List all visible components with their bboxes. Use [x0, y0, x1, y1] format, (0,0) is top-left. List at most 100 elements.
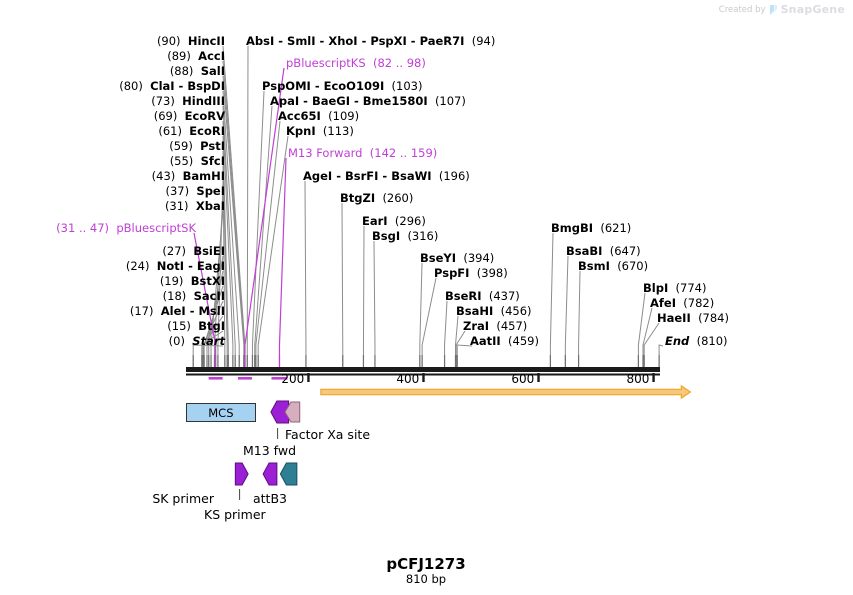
- enzyme-name[interactable]: PstI: [200, 139, 225, 153]
- enzyme-name[interactable]: AfeI: [650, 296, 676, 310]
- enzyme-name[interactable]: BseYI: [420, 251, 457, 265]
- enzyme-name[interactable]: AgeI: [303, 169, 333, 183]
- enzyme-label-right: BsaHI (456): [456, 305, 532, 318]
- ruler-tick-label: 400: [396, 372, 420, 386]
- enzyme-name[interactable]: Bme1580I: [362, 94, 428, 108]
- enzyme-name[interactable]: BaeGI: [311, 94, 350, 108]
- enzyme-name[interactable]: BmgBI: [551, 221, 594, 235]
- enzyme-name[interactable]: BtgZI: [340, 191, 376, 205]
- enzyme-name[interactable]: BlpI: [643, 281, 669, 295]
- restriction-site-tick: [278, 355, 281, 367]
- enzyme-position: (43): [151, 169, 176, 183]
- leader-line: [564, 255, 569, 366]
- enzyme-name[interactable]: XhoI: [328, 34, 358, 48]
- enzyme-name[interactable]: BsgI: [372, 229, 401, 243]
- enzyme-name[interactable]: SfcI: [200, 154, 225, 168]
- restriction-site-tick: [232, 355, 234, 367]
- snapgene-watermark: Created by SnapGene: [719, 3, 845, 16]
- enzyme-position: (457): [496, 319, 528, 333]
- enzyme-name[interactable]: SalI: [200, 64, 225, 78]
- sk-primer-arrow[interactable]: [234, 462, 249, 486]
- enzyme-name[interactable]: EarI: [362, 214, 388, 228]
- enzyme-name[interactable]: BsaBI: [566, 244, 603, 258]
- enzyme-name[interactable]: KpnI: [286, 124, 316, 138]
- restriction-site-tick: [362, 355, 365, 367]
- enzyme-name[interactable]: BsiEI: [193, 244, 225, 258]
- enzyme-name[interactable]: PspOMI: [262, 79, 311, 93]
- enzyme-label-left: (19) BstXI: [160, 275, 225, 288]
- enzyme-name[interactable]: PaeR7I: [419, 34, 465, 48]
- enzyme-name[interactable]: HindIII: [182, 94, 225, 108]
- ks-primer-arrow[interactable]: [262, 462, 278, 486]
- plasmid-title: pCFJ1273: [386, 555, 466, 573]
- sequence-ruler-group: [186, 355, 660, 382]
- enzyme-name[interactable]: BsaWI: [391, 169, 432, 183]
- enzyme-position: (17): [129, 304, 154, 318]
- enzyme-name-separator: -: [274, 34, 288, 48]
- enzyme-name[interactable]: Acc65I: [278, 109, 321, 123]
- feature-name: pBluescriptSK: [116, 221, 196, 235]
- enzyme-label-left: (43) BamHI: [152, 170, 225, 183]
- enzyme-name[interactable]: BamHI: [182, 169, 225, 183]
- end-label: End (810): [665, 335, 728, 348]
- enzyme-name[interactable]: EcoRV: [184, 109, 225, 123]
- enzyme-name[interactable]: BtgI: [198, 319, 225, 333]
- factor-xa-arrow[interactable]: [284, 401, 301, 423]
- enzyme-name[interactable]: HaeII: [657, 311, 691, 325]
- enzyme-position: (296): [394, 214, 426, 228]
- enzyme-name-separator: -: [378, 169, 392, 183]
- enzyme-name[interactable]: SmlI: [287, 34, 316, 48]
- enzyme-name[interactable]: EagI: [196, 259, 225, 273]
- enzyme-name-separator: -: [310, 79, 324, 93]
- enzyme-name[interactable]: BspDI: [187, 79, 225, 93]
- restriction-site-tick: [246, 355, 248, 367]
- restriction-site-tick: [419, 355, 421, 367]
- enzyme-name[interactable]: EcoO109I: [323, 79, 385, 93]
- enzyme-name[interactable]: MslI: [198, 304, 225, 318]
- enzyme-name[interactable]: BsrFI: [345, 169, 379, 183]
- enzyme-name[interactable]: SpeI: [196, 184, 225, 198]
- factor-xa-site-label: Factor Xa site: [285, 427, 371, 442]
- enzyme-name[interactable]: NotI: [156, 259, 185, 273]
- feature-extent-mark: [208, 377, 223, 380]
- restriction-site-tick: [643, 355, 645, 367]
- enzyme-name[interactable]: EcoRI: [189, 124, 225, 138]
- restriction-site-tick: [642, 355, 644, 367]
- m13-fwd-arrow[interactable]: [270, 400, 290, 424]
- enzyme-name[interactable]: AbsI: [246, 34, 275, 48]
- enzyme-name[interactable]: BseRI: [445, 289, 482, 303]
- enzyme-label-left: (15) BtgI: [167, 320, 225, 333]
- enzyme-name[interactable]: BsmI: [578, 259, 610, 273]
- enzyme-name[interactable]: BstXI: [190, 274, 225, 288]
- mcs-feature-box[interactable]: MCS: [186, 403, 256, 422]
- enzyme-name[interactable]: AatII: [470, 334, 501, 348]
- ruler-tick: [307, 373, 310, 382]
- feature-label-right[interactable]: pBluescriptKS (82 .. 98): [286, 57, 426, 70]
- leader-line: [304, 180, 307, 366]
- feature-label-right[interactable]: M13 Forward (142 .. 159): [288, 147, 437, 160]
- watermark-prefix: Created by: [718, 4, 766, 15]
- enzyme-name[interactable]: AccI: [198, 49, 225, 63]
- restriction-site-tick: [244, 355, 246, 367]
- leader-line: [362, 225, 365, 366]
- attb3-arrow[interactable]: [279, 462, 298, 486]
- factor-xa-connector: [277, 428, 279, 439]
- feature-label-left[interactable]: (31 .. 47) pBluescriptSK: [56, 222, 196, 235]
- enzyme-name[interactable]: ClaI: [150, 79, 175, 93]
- restriction-site-tick: [255, 355, 257, 367]
- restriction-site-tick: [202, 355, 204, 367]
- enzyme-name[interactable]: PspXI: [370, 34, 407, 48]
- orf-arrow[interactable]: [320, 384, 692, 400]
- enzyme-name[interactable]: ZraI: [463, 319, 490, 333]
- enzyme-name-separator: -: [184, 259, 197, 273]
- enzyme-position: (88): [169, 64, 194, 78]
- enzyme-name[interactable]: BsaHI: [456, 304, 494, 318]
- enzyme-position: (456): [500, 304, 532, 318]
- enzyme-name[interactable]: AleI: [160, 304, 186, 318]
- start-label: (0) Start: [169, 335, 225, 348]
- enzyme-name[interactable]: PspFI: [434, 266, 470, 280]
- enzyme-name[interactable]: XbaI: [195, 199, 225, 213]
- enzyme-name[interactable]: SacII: [193, 289, 225, 303]
- enzyme-name[interactable]: ApaI: [270, 94, 300, 108]
- enzyme-name[interactable]: HincII: [187, 34, 225, 48]
